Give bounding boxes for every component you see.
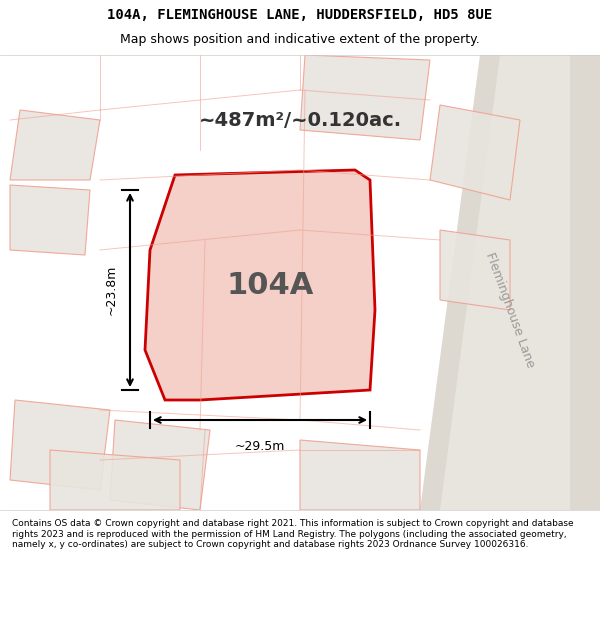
Text: ~487m²/~0.120ac.: ~487m²/~0.120ac. (199, 111, 401, 129)
Polygon shape (440, 230, 510, 310)
Text: Fleminghouse Lane: Fleminghouse Lane (483, 251, 537, 369)
Polygon shape (300, 440, 420, 510)
Polygon shape (430, 105, 520, 200)
Polygon shape (110, 420, 210, 510)
Polygon shape (50, 450, 180, 510)
Polygon shape (10, 185, 90, 255)
Text: 104A: 104A (226, 271, 314, 299)
Polygon shape (10, 110, 100, 180)
Polygon shape (300, 55, 430, 140)
Polygon shape (440, 55, 570, 510)
Polygon shape (145, 170, 375, 400)
Text: 104A, FLEMINGHOUSE LANE, HUDDERSFIELD, HD5 8UE: 104A, FLEMINGHOUSE LANE, HUDDERSFIELD, H… (107, 8, 493, 22)
Text: Contains OS data © Crown copyright and database right 2021. This information is : Contains OS data © Crown copyright and d… (12, 519, 574, 549)
Text: ~23.8m: ~23.8m (105, 265, 118, 315)
Text: ~29.5m: ~29.5m (235, 440, 285, 453)
Text: Map shows position and indicative extent of the property.: Map shows position and indicative extent… (120, 33, 480, 46)
Polygon shape (10, 400, 110, 490)
Polygon shape (420, 55, 600, 510)
